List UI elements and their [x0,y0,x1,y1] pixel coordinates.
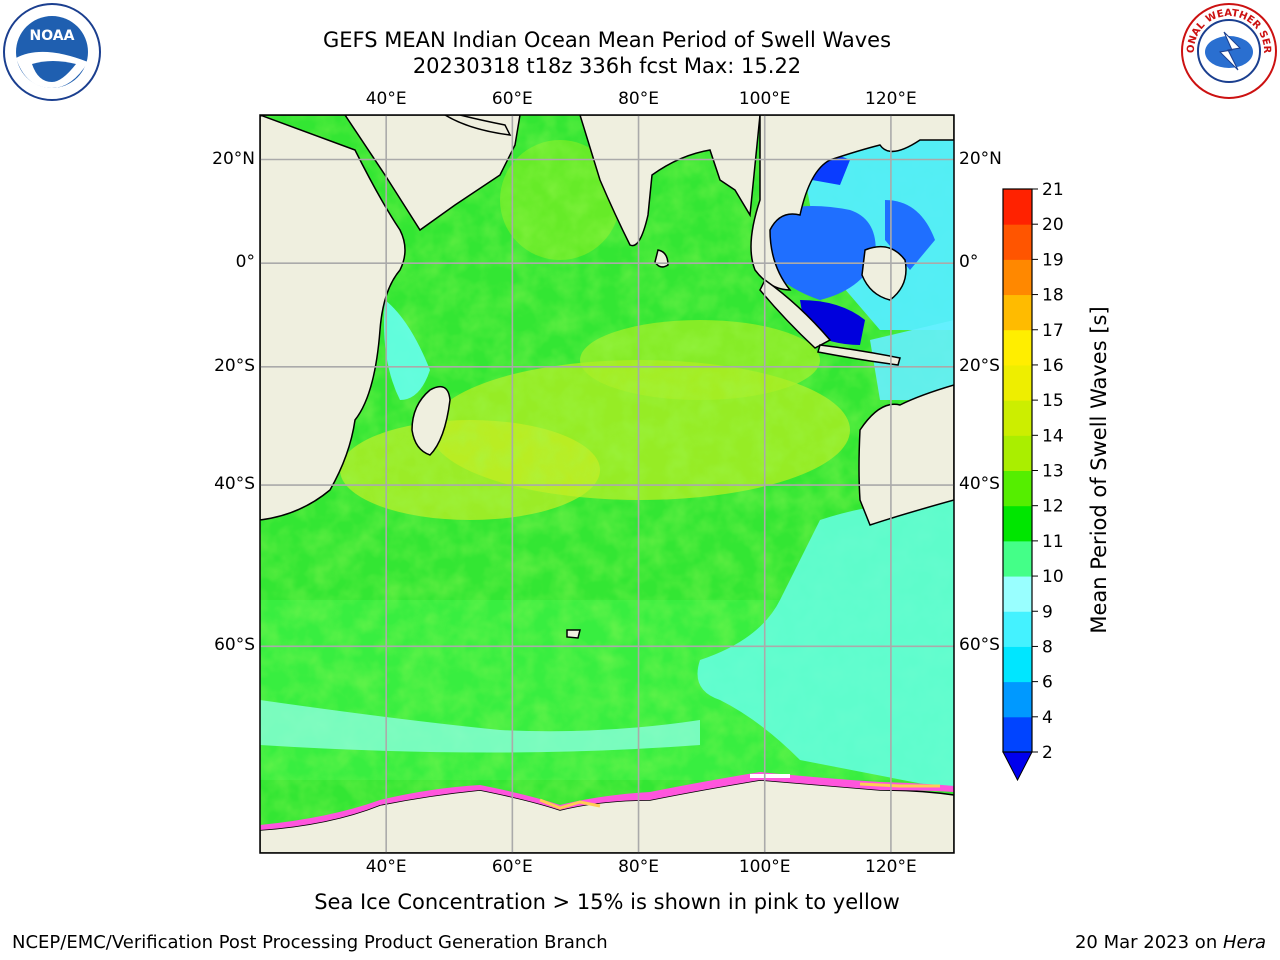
land-kerguelen [566,629,581,639]
lat-label-left: 60°S [214,635,255,656]
lat-label-left: 20°S [214,355,255,376]
colorbar-tick-label: 20 [1042,215,1064,235]
sea-ice-band [260,772,954,830]
lat-label-left: 20°N [212,148,255,169]
colorbar-tick-label: 6 [1042,673,1053,693]
lat-label-right: 40°S [959,474,1000,495]
colorbar-label: Mean Period of Swell Waves [s] [1087,306,1111,633]
colorbar-swatch [1003,681,1032,718]
sea-ice-edge [539,798,601,810]
land-australia [858,384,954,526]
colorbar-swatch [1003,294,1032,331]
swell-patch-cyan [697,500,954,790]
lat-label-left: 0° [235,252,255,273]
colorbar-tick-label: 12 [1042,497,1064,517]
colorbar-swatch [1003,470,1032,507]
lat-label-right: 60°S [959,635,1000,656]
colorbar-tick-label: 10 [1042,567,1064,587]
colorbar-swatch [1003,400,1032,436]
lon-label-bottom: 40°E [365,857,407,877]
colorbar-tick-label: 19 [1042,250,1064,270]
lat-label-right: 20°N [959,148,1002,169]
credit-right: 20 Mar 2023 on Hera [1075,932,1266,953]
colorbar-swatch [1003,259,1032,296]
colorbar-swatch [1003,329,1032,366]
lon-label-top: 100°E [738,89,791,109]
credit-left: NCEP/EMC/Verification Post Processing Pr… [12,932,608,953]
swell-patch-cyan [260,700,700,753]
colorbar-tick-label: 9 [1042,602,1053,622]
colorbar-under-arrow [1002,751,1033,782]
colorbar-tick-label: 13 [1042,462,1064,482]
lon-label-top: 80°E [618,89,659,109]
lon-label-top: 60°E [491,89,533,109]
swell-patch-cyan [384,300,430,400]
credit-date: 20 Mar 2023 on [1074,932,1223,953]
chart-subtitle: 20230318 t18z 336h fcst Max: 15.22 [412,54,802,78]
lon-label-top: 40°E [365,89,407,109]
land-gulf [443,115,512,136]
colorbar-swatch [1003,716,1032,753]
lat-label-right: 0° [959,252,979,273]
colorbar-swatch [1003,435,1032,471]
colorbar-tick-label: 18 [1042,286,1064,306]
colorbar-swatch [1003,646,1032,683]
colorbar-swatch [1003,505,1032,542]
colorbar-swatch [1003,189,1032,225]
nws-logo: NATIONAL WEATHER SERVICE [1180,2,1277,99]
colorbar-swatch [1003,364,1032,401]
colorbar-swatch [1003,611,1032,647]
colorbar-tick-label: 17 [1042,321,1064,341]
land-borneo [861,245,907,301]
graticule [260,115,954,853]
colorbar-tick-label: 11 [1042,532,1064,552]
colorbar-tick-label: 15 [1042,391,1064,411]
lon-label-bottom: 100°E [738,857,791,877]
lon-label-bottom: 120°E [865,857,917,877]
sea-ice-note: Sea Ice Concentration > 15% is shown in … [314,890,900,914]
colorbar-tick-label: 4 [1042,708,1053,728]
colorbar-swatch [1003,224,1032,260]
map-frame [259,114,955,854]
lon-label-bottom: 80°E [618,857,659,877]
land-india [579,115,761,247]
land-java [817,344,901,366]
colorbar-tick-label: 21 [1042,180,1064,200]
land-africa-arabia [260,115,521,521]
colorbar-tick-label: 2 [1042,743,1053,763]
colorbar-tick-label: 14 [1042,426,1064,446]
lat-label-left: 40°S [214,474,255,495]
land-sumatra [759,278,832,349]
lon-label-bottom: 60°E [491,857,533,877]
chart-title: GEFS MEAN Indian Ocean Mean Period of Sw… [322,28,892,52]
colorbar-swatch [1003,540,1032,577]
colorbar-tick-label: 16 [1042,356,1064,376]
lon-label-top: 120°E [865,89,917,109]
sea-ice-edge [859,782,940,788]
lat-label-right: 20°S [959,355,1000,376]
swell-patch-blue [765,206,876,300]
colorbar-swatch [1003,576,1032,612]
land-madagascar [411,385,451,456]
colorbar-tick-label: 8 [1042,637,1053,657]
credit-host: Hera [1222,932,1266,953]
noaa-logo-text: NOAA [30,28,75,44]
noaa-logo: NOAA [3,3,101,101]
